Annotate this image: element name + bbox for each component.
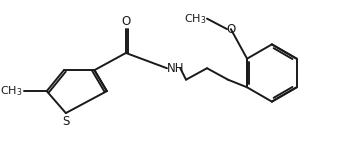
Text: S: S (62, 115, 69, 128)
Text: CH$_3$: CH$_3$ (0, 84, 23, 98)
Text: CH$_3$: CH$_3$ (183, 12, 206, 26)
Text: O: O (226, 23, 235, 36)
Text: NH: NH (167, 62, 184, 75)
Text: O: O (121, 15, 131, 28)
